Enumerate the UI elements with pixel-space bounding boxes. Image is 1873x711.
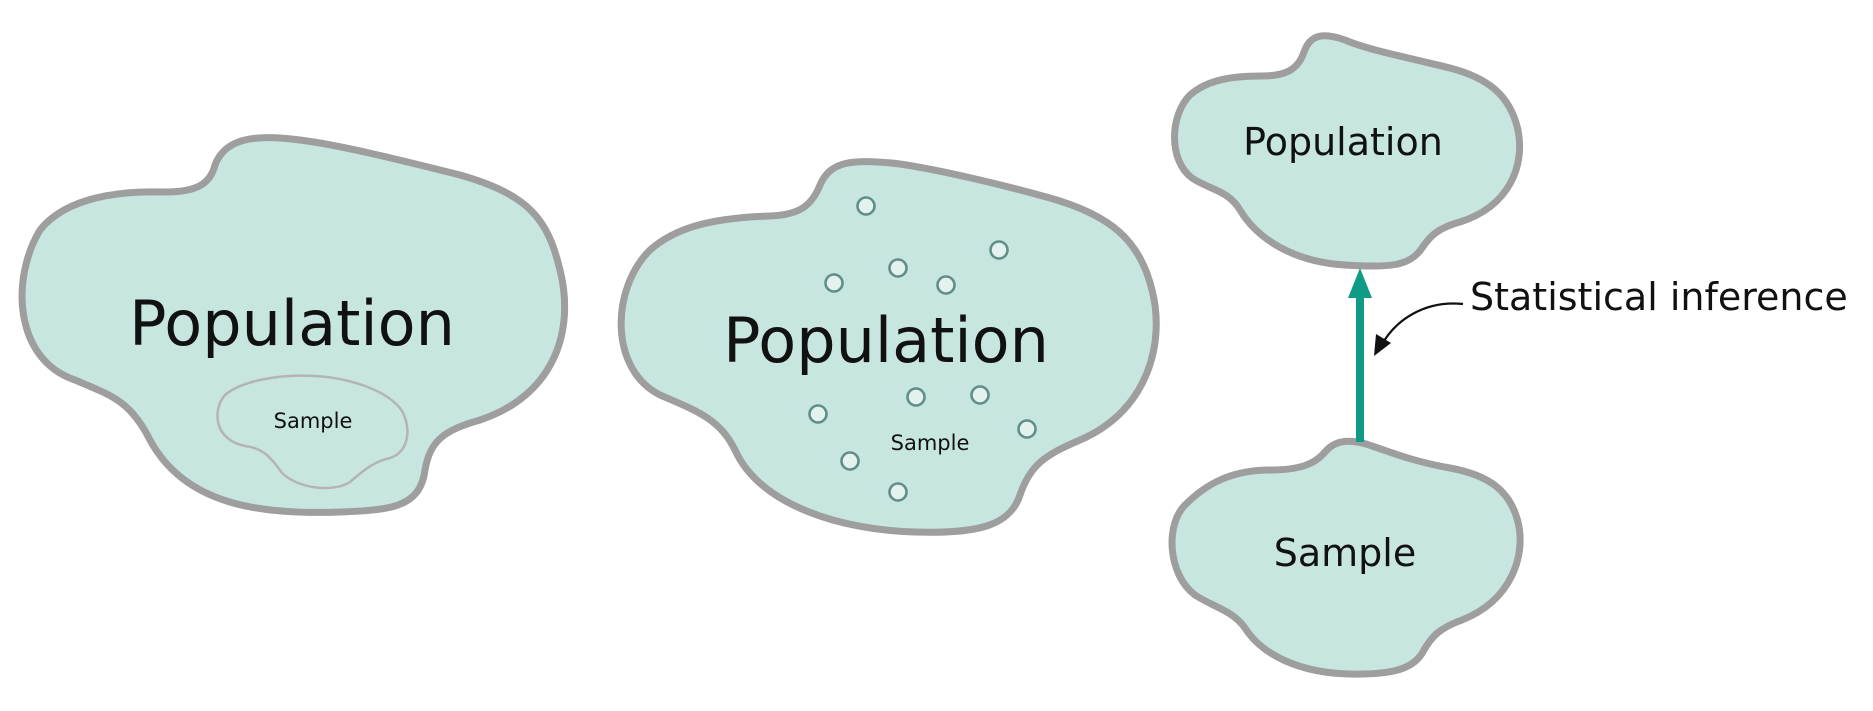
sample-region <box>216 374 409 490</box>
sample-point <box>856 196 876 216</box>
sample-points <box>808 196 1037 502</box>
callout-curve <box>1380 302 1464 347</box>
sample-label: Sample <box>274 409 353 433</box>
sample-point <box>989 240 1009 260</box>
sample-point <box>888 482 908 502</box>
sample-point <box>888 258 908 278</box>
sample-point <box>936 275 956 295</box>
population-region <box>1171 32 1524 270</box>
population-label: Population <box>129 287 455 360</box>
inference-arrowhead <box>1348 268 1372 298</box>
population-label: Population <box>1243 120 1443 164</box>
sample-point <box>840 451 860 471</box>
sample-label: Sample <box>891 431 970 455</box>
population-region <box>617 158 1160 536</box>
panel-inference: Population Sample Statistical inference <box>1168 32 1848 678</box>
population-region <box>18 134 569 516</box>
panel-subset: Population Sample <box>18 134 569 516</box>
sample-point <box>808 404 828 424</box>
statistical-inference-label: Statistical inference <box>1470 275 1848 319</box>
sample-label: Sample <box>1274 531 1416 575</box>
panel-scattered: Population Sample <box>617 158 1160 536</box>
sample-region <box>1168 437 1524 678</box>
sample-point <box>906 387 926 407</box>
callout-arrowhead <box>1374 334 1391 356</box>
sample-point <box>824 273 844 293</box>
sample-point <box>970 385 990 405</box>
population-label: Population <box>723 304 1049 377</box>
sample-point <box>1017 419 1037 439</box>
